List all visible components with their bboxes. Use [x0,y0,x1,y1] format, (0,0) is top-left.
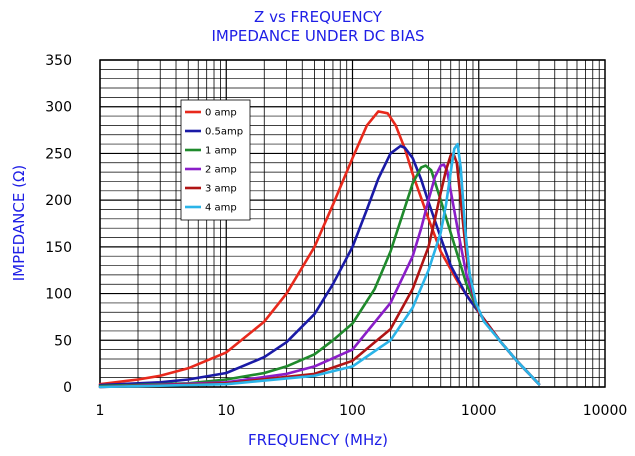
x-tick-label: 1000 [461,403,497,419]
plot-grid [99,59,605,388]
series-line [98,144,541,387]
y-tick-label: 250 [45,146,72,162]
x-tick-label: 10 [217,403,235,419]
y-tick-label: 50 [54,333,72,349]
y-tick-label: 100 [45,287,72,303]
legend-label: 3 amp [205,184,237,195]
x-tick-label: 100 [339,403,366,419]
legend-label: 4 amp [205,203,237,214]
legend: 0 amp 0.5amp 1 amp 2 amp 3 amp 4 amp [180,99,251,221]
plot-frame [99,59,606,388]
chart-title: Z vs FREQUENCY [254,8,383,26]
series-line [98,142,541,389]
x-tick-label: 1 [96,403,105,419]
y-axis-label: IMPEDANCE (Ω) [10,165,28,282]
legend-label: 2 amp [205,165,237,176]
legend-label: 0 amp [205,108,237,119]
y-tick-label: 350 [45,53,72,69]
y-tick-label: 300 [45,100,72,116]
y-tick-labels: 0 50 100 150 200 250 300 350 [45,53,72,396]
x-axis-label: FREQUENCY (MHz) [248,431,388,449]
chart-subtitle: IMPEDANCE UNDER DC BIAS [211,27,424,45]
legend-box [180,99,251,221]
x-tick-label: 10000 [583,403,628,419]
y-tick-label: 200 [45,193,72,209]
series-lines [98,110,541,389]
legend-label: 0.5amp [205,127,243,138]
y-tick-label: 0 [63,380,72,396]
series-line [98,164,541,388]
legend-label: 1 amp [205,146,237,157]
x-tick-labels: 1 10 100 1000 10000 [96,403,628,419]
y-tick-label: 150 [45,240,72,256]
